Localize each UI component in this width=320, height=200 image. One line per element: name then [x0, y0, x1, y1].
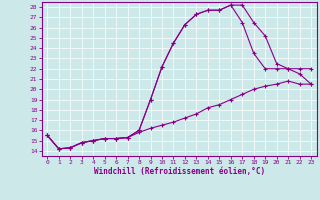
X-axis label: Windchill (Refroidissement éolien,°C): Windchill (Refroidissement éolien,°C) — [94, 167, 265, 176]
